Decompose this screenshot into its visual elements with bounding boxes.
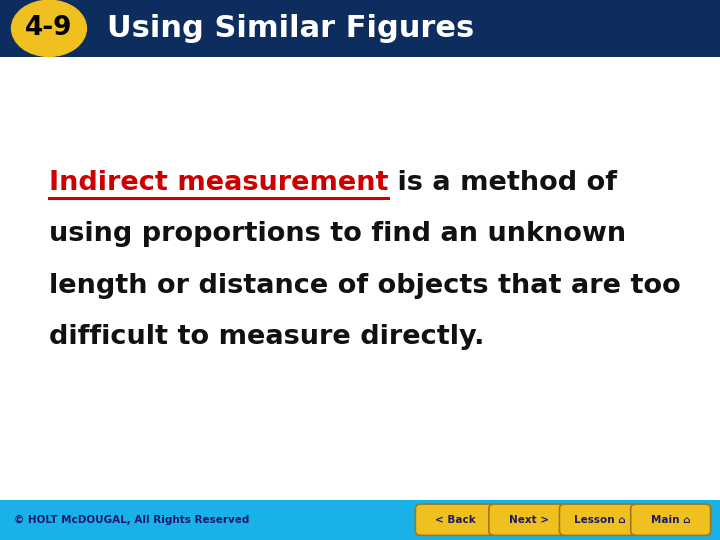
Text: < Back: < Back bbox=[435, 515, 476, 525]
Text: © HOLT McDOUGAL, All Rights Reserved: © HOLT McDOUGAL, All Rights Reserved bbox=[14, 515, 250, 525]
Text: length or distance of objects that are too: length or distance of objects that are t… bbox=[49, 273, 680, 299]
Ellipse shape bbox=[12, 0, 86, 56]
Text: Next >: Next > bbox=[509, 515, 549, 525]
FancyBboxPatch shape bbox=[415, 504, 495, 536]
Text: Main ⌂: Main ⌂ bbox=[651, 515, 690, 525]
Text: Lesson ⌂: Lesson ⌂ bbox=[574, 515, 625, 525]
Text: using proportions to find an unknown: using proportions to find an unknown bbox=[49, 221, 626, 247]
FancyBboxPatch shape bbox=[631, 504, 711, 536]
FancyBboxPatch shape bbox=[0, 500, 720, 540]
Text: 4-9: 4-9 bbox=[25, 15, 73, 42]
Text: is a method of: is a method of bbox=[389, 170, 618, 196]
Text: Indirect measurement: Indirect measurement bbox=[49, 170, 389, 196]
Text: difficult to measure directly.: difficult to measure directly. bbox=[49, 324, 485, 350]
FancyBboxPatch shape bbox=[0, 0, 720, 57]
Text: Using Similar Figures: Using Similar Figures bbox=[107, 14, 474, 43]
FancyBboxPatch shape bbox=[559, 504, 639, 536]
FancyBboxPatch shape bbox=[489, 504, 569, 536]
